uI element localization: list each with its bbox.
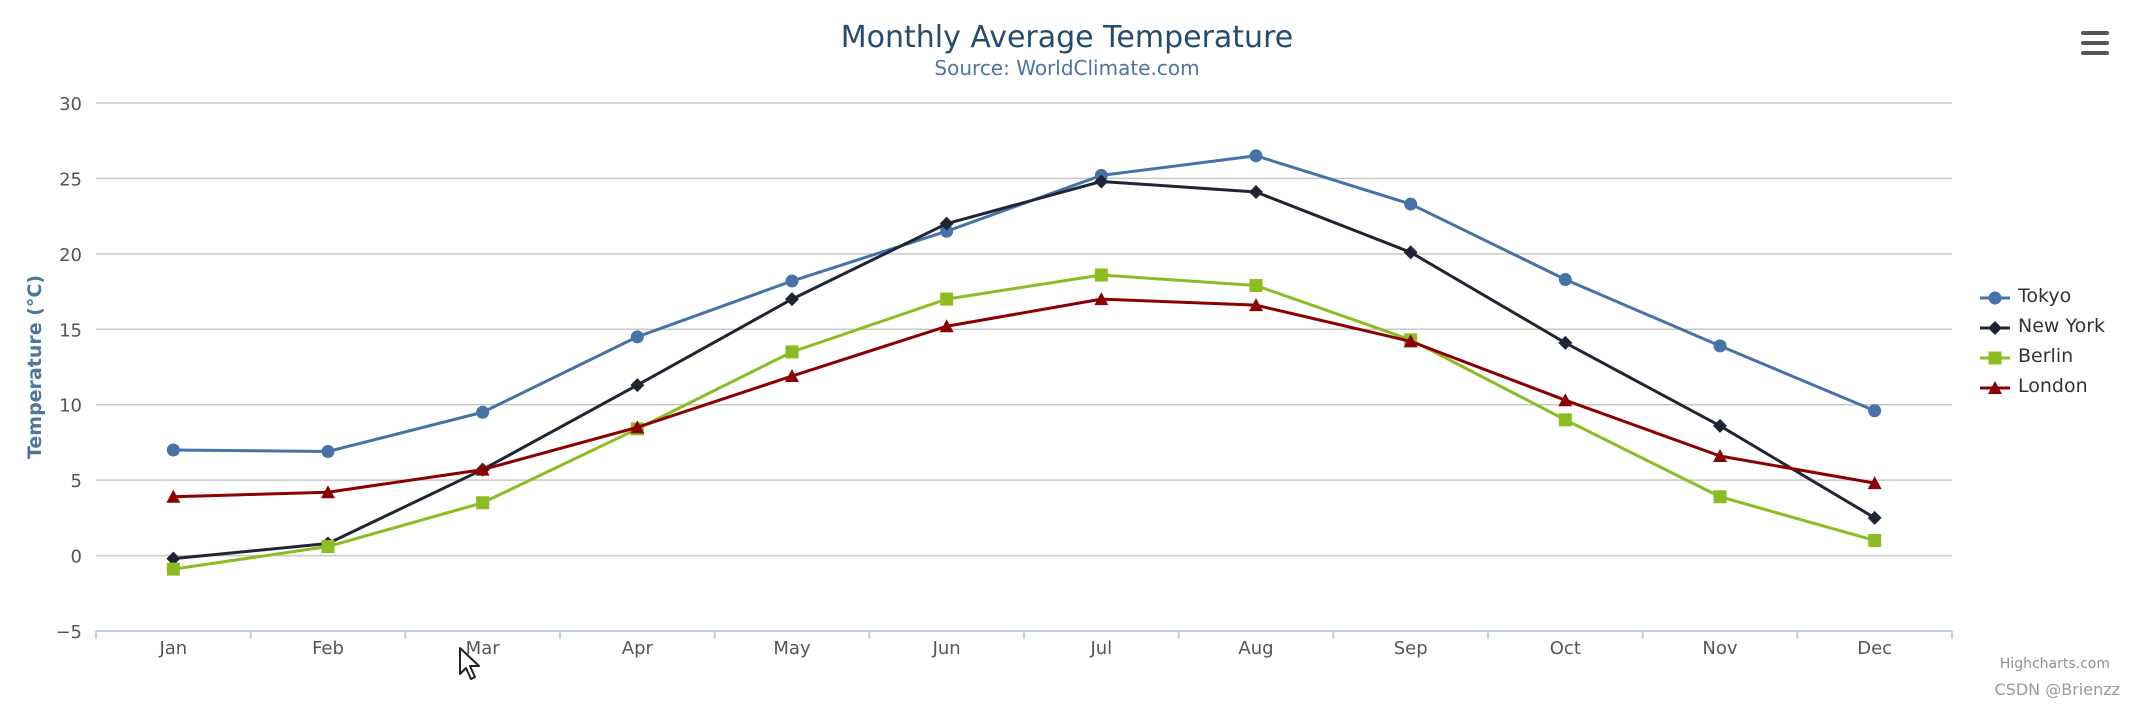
x-tick-label: May: [773, 638, 811, 659]
legend-label: Tokyo: [2018, 285, 2072, 307]
y-tick-label: 30: [59, 94, 82, 115]
chart-subtitle: Source: WorldClimate.com: [934, 56, 1200, 80]
legend-symbol-tokyo: [1980, 291, 2010, 305]
legend-symbol-london: [1980, 381, 2010, 394]
series-line-new-york: [171, 179, 1877, 561]
chart-title: Monthly Average Temperature: [840, 20, 1294, 55]
x-tick-label: Oct: [1550, 638, 1581, 659]
data-point-berlin[interactable]: [1558, 413, 1572, 427]
x-tick-label: Nov: [1702, 638, 1737, 659]
y-tick-label: 15: [59, 320, 82, 341]
legend-label: Berlin: [2018, 345, 2074, 367]
mouse-pointer-icon: [459, 647, 480, 680]
series-line-berlin: [171, 273, 1877, 571]
x-tick-label: Sep: [1394, 638, 1428, 659]
data-point-new-york[interactable]: [166, 551, 181, 566]
data-point-berlin[interactable]: [1249, 279, 1263, 293]
legend-item-berlin[interactable]: Berlin: [1978, 342, 2128, 372]
x-tick-label: Jul: [1089, 638, 1112, 659]
data-point-london[interactable]: [1249, 298, 1263, 312]
data-point-tokyo[interactable]: [321, 444, 335, 458]
data-point-london[interactable]: [1558, 393, 1573, 407]
data-point-tokyo[interactable]: [166, 443, 180, 457]
legend-item-new-york[interactable]: New York: [1978, 312, 2128, 342]
y-tick-label: 0: [71, 547, 82, 568]
data-point-tokyo[interactable]: [1558, 273, 1572, 287]
y-tick-label: 5: [71, 471, 82, 492]
data-point-berlin[interactable]: [785, 345, 799, 359]
y-tick-label: 20: [59, 245, 82, 266]
watermark: CSDN @Brienzz: [1994, 680, 2120, 699]
data-point-berlin[interactable]: [476, 496, 490, 510]
x-tick-label: Jan: [158, 638, 187, 659]
data-point-berlin[interactable]: [321, 540, 335, 554]
data-point-new-york[interactable]: [630, 378, 645, 393]
legend-marker-berlin: [1988, 351, 2002, 365]
data-point-london[interactable]: [475, 462, 490, 476]
legend-label: London: [2018, 375, 2088, 397]
data-point-berlin[interactable]: [1094, 268, 1108, 282]
y-tick-label: 10: [59, 396, 82, 417]
y-axis-title: Temperature (°C): [24, 275, 46, 459]
data-point-new-york[interactable]: [939, 216, 954, 231]
credits-link[interactable]: Highcharts.com: [1999, 656, 2110, 672]
data-point-new-york[interactable]: [785, 292, 799, 307]
data-point-london[interactable]: [321, 485, 335, 499]
x-tick-label: Apr: [622, 638, 654, 659]
data-point-tokyo[interactable]: [476, 405, 490, 419]
x-tick-label: Feb: [312, 638, 344, 659]
data-point-london[interactable]: [1867, 476, 1882, 490]
data-point-new-york[interactable]: [1249, 185, 1263, 200]
data-point-london[interactable]: [166, 489, 181, 503]
legend-marker-new-york: [1988, 321, 2002, 335]
data-point-tokyo[interactable]: [940, 224, 954, 238]
data-point-tokyo[interactable]: [1249, 149, 1263, 163]
legend-label: New York: [2018, 315, 2106, 337]
y-tick-label: 25: [59, 169, 82, 190]
data-point-new-york[interactable]: [1558, 335, 1573, 350]
hamburger-menu-icon[interactable]: [2078, 28, 2112, 58]
data-point-london[interactable]: [1403, 334, 1418, 348]
x-tick-label: Aug: [1238, 638, 1273, 659]
data-point-tokyo[interactable]: [1713, 339, 1727, 353]
x-tick-label: Mar: [466, 638, 501, 659]
series-line-tokyo: [171, 154, 1877, 453]
legend-symbol-berlin: [1980, 351, 2010, 365]
data-point-new-york[interactable]: [1403, 245, 1418, 260]
data-point-tokyo[interactable]: [1868, 404, 1882, 418]
series-line-london: [171, 297, 1877, 499]
data-point-new-york[interactable]: [1713, 418, 1727, 433]
data-point-berlin[interactable]: [166, 562, 180, 576]
data-point-london[interactable]: [785, 369, 799, 383]
data-point-tokyo[interactable]: [1404, 197, 1418, 211]
data-point-berlin[interactable]: [1713, 490, 1727, 504]
data-point-berlin[interactable]: [940, 292, 954, 306]
data-point-berlin[interactable]: [1868, 533, 1882, 547]
legend-symbol-new-york: [1980, 321, 2010, 335]
data-point-london[interactable]: [939, 319, 954, 333]
data-point-tokyo[interactable]: [630, 330, 644, 344]
legend-marker-london: [1988, 381, 2002, 394]
x-tick-label: Dec: [1857, 638, 1892, 659]
legend-marker-tokyo: [1988, 291, 2002, 305]
data-point-new-york[interactable]: [1094, 174, 1109, 189]
data-point-london[interactable]: [630, 420, 645, 434]
legend: Tokyo New York Berlin London: [1978, 282, 2128, 402]
x-tick-label: Jun: [932, 638, 961, 659]
legend-item-tokyo[interactable]: Tokyo: [1978, 282, 2128, 312]
y-tick-label: −5: [55, 622, 82, 643]
data-point-new-york[interactable]: [1867, 510, 1882, 525]
data-point-tokyo[interactable]: [785, 274, 799, 288]
data-point-london[interactable]: [1094, 292, 1109, 306]
data-point-london[interactable]: [1713, 449, 1727, 463]
legend-item-london[interactable]: London: [1978, 372, 2128, 402]
